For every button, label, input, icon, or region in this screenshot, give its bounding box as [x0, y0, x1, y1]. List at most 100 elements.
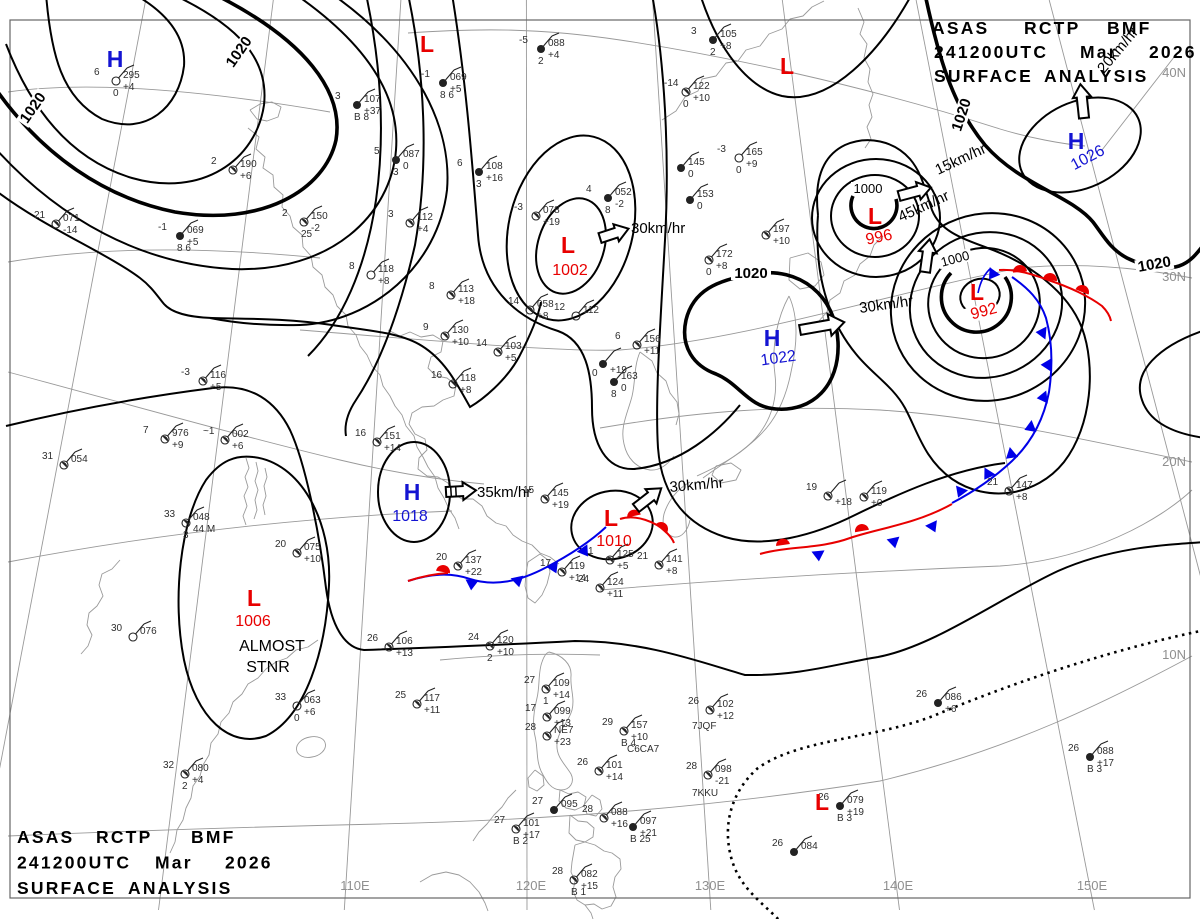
svg-text:108: 108 — [486, 161, 503, 172]
svg-text:25: 25 — [395, 690, 407, 701]
svg-text:163: 163 — [621, 371, 638, 382]
svg-text:+9: +9 — [172, 440, 184, 451]
svg-text:088: 088 — [548, 38, 565, 49]
svg-text:20N: 20N — [1162, 454, 1186, 469]
svg-text:-2: -2 — [311, 223, 320, 234]
svg-text:24: 24 — [468, 632, 480, 643]
svg-text:NE7: NE7 — [554, 725, 574, 736]
svg-text:26: 26 — [916, 689, 928, 700]
svg-text:3: 3 — [393, 167, 399, 178]
svg-text:125: 125 — [617, 549, 634, 560]
svg-text:140E: 140E — [883, 878, 914, 893]
svg-text:H: H — [1068, 128, 1085, 154]
svg-text:119: 119 — [871, 486, 887, 497]
svg-text:+0: +0 — [871, 498, 883, 509]
svg-text:2: 2 — [487, 653, 493, 664]
svg-text:+10: +10 — [304, 554, 321, 565]
svg-text:~1: ~1 — [203, 426, 215, 437]
svg-text:+5: +5 — [617, 561, 629, 572]
svg-text:21: 21 — [987, 477, 999, 488]
svg-text:0: 0 — [688, 169, 694, 180]
svg-text:-21: -21 — [715, 776, 730, 787]
svg-text:101: 101 — [606, 760, 623, 771]
svg-text:B 1: B 1 — [571, 887, 586, 898]
svg-text:002: 002 — [232, 429, 249, 440]
svg-text:137: 137 — [465, 555, 482, 566]
svg-text:996: 996 — [864, 226, 894, 248]
svg-text:31: 31 — [42, 451, 54, 462]
svg-text:16: 16 — [355, 428, 367, 439]
svg-text:106: 106 — [396, 636, 413, 647]
svg-text:ASAS: ASAS — [932, 18, 989, 38]
svg-text:+17: +17 — [1097, 758, 1114, 769]
svg-text:1: 1 — [543, 696, 549, 707]
svg-text:+5: +5 — [210, 382, 222, 393]
svg-text:3: 3 — [476, 179, 482, 190]
svg-text:+6: +6 — [232, 441, 244, 452]
svg-text:2: 2 — [182, 781, 188, 792]
svg-text:+4: +4 — [417, 224, 429, 235]
svg-text:048: 048 — [193, 512, 210, 523]
svg-text:27: 27 — [494, 815, 506, 826]
svg-text:+11: +11 — [607, 589, 624, 600]
svg-text:30km/hr: 30km/hr — [669, 474, 724, 496]
svg-text:+6: +6 — [304, 707, 316, 718]
svg-text:156: 156 — [644, 334, 661, 345]
svg-text:SURFACE: SURFACE — [17, 878, 116, 898]
svg-text:B 3: B 3 — [1087, 764, 1102, 775]
svg-text:095: 095 — [561, 799, 578, 810]
svg-text:RCTP: RCTP — [1024, 18, 1080, 38]
svg-text:+10: +10 — [452, 337, 469, 348]
svg-text:088: 088 — [1097, 746, 1114, 757]
svg-text:0: 0 — [683, 99, 689, 110]
svg-text:B 4: B 4 — [621, 738, 636, 749]
svg-text:14: 14 — [508, 296, 520, 307]
svg-text:2: 2 — [282, 208, 288, 219]
svg-text:+12: +12 — [717, 711, 734, 722]
svg-text:STNR: STNR — [246, 659, 290, 676]
svg-text:130: 130 — [452, 325, 469, 336]
svg-text:C6CA7: C6CA7 — [627, 744, 660, 755]
svg-text:1006: 1006 — [235, 613, 271, 630]
svg-text:122: 122 — [693, 81, 710, 92]
svg-text:6: 6 — [94, 67, 100, 78]
svg-text:1022: 1022 — [760, 348, 798, 370]
svg-text:+6: +6 — [945, 704, 957, 715]
svg-text:+5: +5 — [450, 84, 462, 95]
svg-text:1020: 1020 — [734, 265, 767, 282]
svg-text:+14: +14 — [569, 573, 586, 584]
svg-text:30N: 30N — [1162, 269, 1186, 284]
svg-text:0: 0 — [621, 383, 627, 394]
svg-text:120E: 120E — [516, 878, 547, 893]
svg-text:116: 116 — [210, 370, 226, 381]
svg-text:+10: +10 — [773, 236, 790, 247]
svg-text:6: 6 — [457, 158, 463, 169]
svg-text:15: 15 — [523, 485, 535, 496]
svg-text:8: 8 — [349, 261, 355, 272]
svg-text:+11: +11 — [644, 346, 661, 357]
svg-text:35km/hr: 35km/hr — [477, 484, 531, 501]
svg-text:27: 27 — [532, 796, 544, 807]
svg-text:21: 21 — [34, 210, 46, 221]
svg-text:L: L — [247, 585, 261, 611]
svg-text:7KKU: 7KKU — [692, 788, 718, 799]
svg-text:-14: -14 — [664, 78, 679, 89]
svg-text:112: 112 — [583, 305, 599, 316]
svg-text:+10: +10 — [497, 647, 514, 658]
svg-text:110E: 110E — [340, 878, 370, 893]
svg-text:087: 087 — [403, 149, 420, 160]
svg-text:151: 151 — [384, 431, 401, 442]
svg-text:L: L — [780, 53, 794, 79]
svg-text:1000: 1000 — [854, 181, 883, 196]
svg-text:165: 165 — [746, 147, 763, 158]
svg-text:+4: +4 — [123, 82, 135, 93]
svg-text:16: 16 — [431, 370, 443, 381]
svg-text:+5: +5 — [505, 353, 517, 364]
svg-text:26: 26 — [577, 757, 589, 768]
svg-text:H: H — [404, 479, 421, 505]
svg-text:Mar: Mar — [155, 853, 193, 873]
svg-text:H: H — [107, 46, 124, 72]
svg-text:0: 0 — [736, 165, 742, 176]
svg-text:082: 082 — [581, 869, 598, 880]
svg-text:241200UTC: 241200UTC — [934, 42, 1048, 62]
